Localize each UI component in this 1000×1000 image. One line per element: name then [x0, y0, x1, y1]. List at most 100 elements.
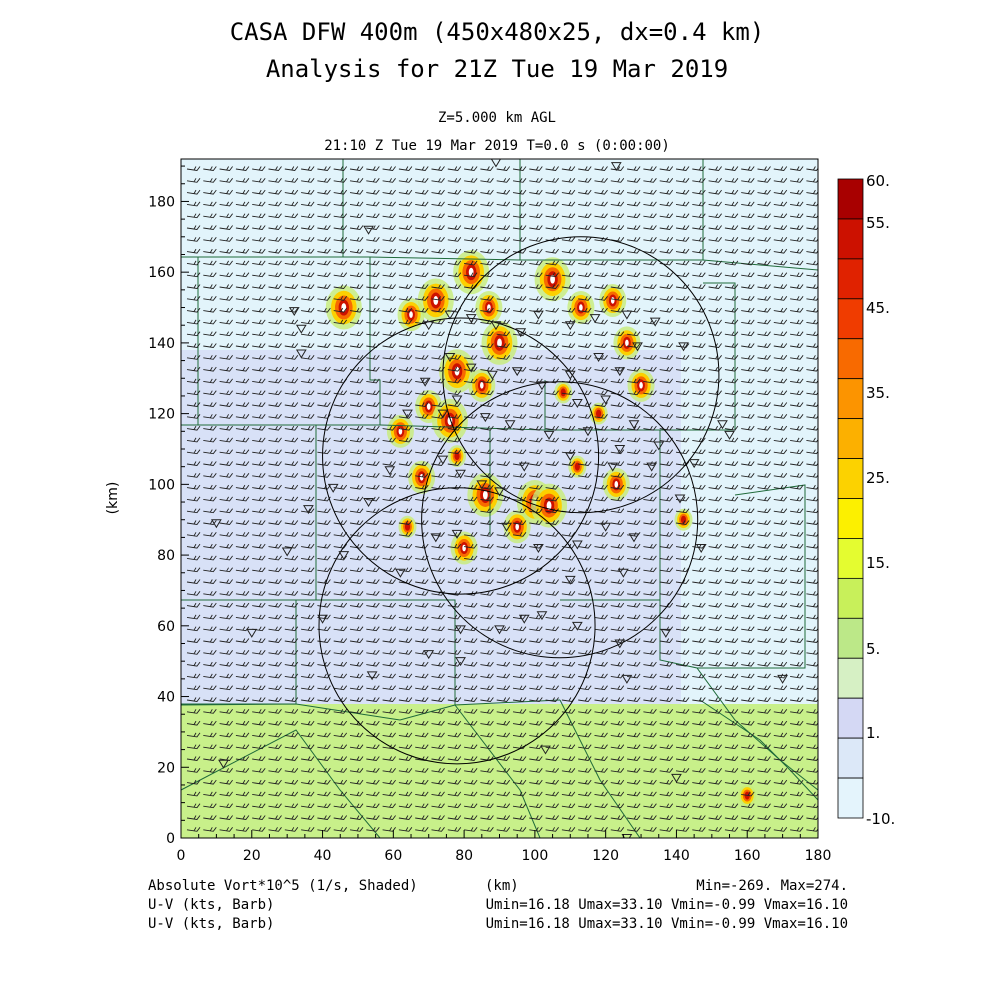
wind-barb-2010 — [529, 768, 543, 773]
wind-barb-1104 — [382, 496, 396, 502]
wind-barb-1641 — [235, 661, 250, 667]
wind-barb-1092 — [186, 496, 201, 502]
wind-barb-1369 — [252, 579, 266, 584]
wind-barb-1970 — [512, 756, 527, 761]
wind-barb-475 — [301, 307, 315, 313]
wind-barb-1577 — [464, 638, 478, 643]
wind-barb-146 — [659, 201, 674, 207]
wind-barb-449 — [512, 296, 527, 301]
wind-barb-2122 — [447, 803, 462, 809]
wind-barb-2023 — [741, 768, 755, 773]
wind-barb-1062 — [333, 484, 348, 490]
wind-barb-365 — [415, 272, 429, 278]
wind-barb-227 — [708, 225, 722, 230]
wind-barb-1121 — [659, 496, 674, 502]
station-marker-16 — [678, 342, 689, 352]
wind-barb-1901 — [659, 732, 674, 738]
wind-barb-524 — [464, 319, 478, 325]
wind-barb-844 — [594, 414, 608, 419]
wind-barb-2060 — [708, 779, 722, 785]
wind-barb-1036 — [545, 473, 559, 478]
wind-barb-1253 — [268, 543, 282, 549]
wind-barb-346 — [741, 260, 755, 266]
wind-barb-147 — [675, 201, 690, 207]
wind-barb-2035 — [301, 779, 315, 785]
wind-barb-97 — [496, 189, 511, 195]
time-label: 21:10 Z Tue 19 Mar 2019 T=0.0 s (0:00:00… — [324, 138, 670, 154]
range-ring-0 — [442, 236, 720, 514]
wind-barb-473 — [268, 307, 282, 313]
wind-barb-749 — [317, 390, 331, 396]
wind-barb-1299 — [382, 555, 396, 561]
wind-barb-610 — [594, 343, 608, 348]
wind-barb-1731 — [431, 685, 445, 691]
wind-barb-2084 — [464, 791, 478, 797]
wind-barb-914 — [464, 437, 478, 443]
wind-barb-1809 — [431, 709, 445, 714]
wind-barb-92 — [415, 189, 429, 195]
wind-barb-62 — [561, 178, 576, 183]
wind-barb-163 — [301, 213, 315, 219]
wind-barb-715 — [398, 378, 413, 384]
wind-barb-2032 — [252, 779, 266, 785]
wind-barb-1906 — [741, 732, 755, 738]
wind-barb-548 — [219, 331, 233, 337]
wind-barb-941 — [268, 449, 282, 455]
wind-barb-1589 — [659, 638, 674, 643]
wind-barb-2114 — [317, 803, 331, 809]
wind-barb-879 — [529, 425, 543, 431]
wind-barb-327 — [431, 260, 445, 266]
wind-barb-1687 — [349, 673, 364, 679]
wind-barb-255 — [529, 237, 543, 242]
wind-barb-1018 — [252, 473, 266, 478]
wind-barb-207 — [382, 225, 396, 230]
wind-barb-1942 — [692, 744, 706, 750]
wind-barb-1021 — [301, 473, 315, 478]
colorbar-swatch-12 — [837, 657, 864, 699]
wind-barb-211 — [447, 225, 462, 230]
wind-barb-2004 — [431, 768, 445, 773]
wind-barb-1659 — [529, 661, 543, 667]
wind-barb-983 — [317, 461, 331, 466]
wind-barb-992 — [464, 461, 478, 466]
wind-barb-720 — [480, 378, 494, 384]
wind-barb-1980 — [675, 756, 690, 761]
wind-barb-884 — [610, 425, 625, 431]
wind-barb-82 — [252, 189, 266, 195]
wind-barb-80 — [219, 189, 233, 195]
wind-barb-462 — [724, 296, 739, 301]
wind-barb-1638 — [186, 661, 201, 667]
wind-barb-1820 — [610, 709, 625, 714]
wind-barb-1086 — [724, 484, 739, 490]
wind-barb-1250 — [219, 543, 233, 549]
wind-barb-20 — [512, 166, 527, 171]
vort-cell-2 — [417, 278, 454, 323]
wind-barb-1158 — [627, 508, 641, 514]
wind-barb-258 — [578, 237, 592, 242]
wind-barb-1484 — [219, 614, 233, 620]
wind-barb-2206 — [545, 827, 559, 832]
wind-barb-1321 — [741, 555, 755, 561]
wind-barb-194 — [806, 213, 818, 219]
wind-barb-2027 — [806, 768, 818, 773]
wind-barb-1588 — [643, 638, 657, 643]
wind-barb-512 — [268, 319, 282, 325]
wind-barb-1682 — [268, 673, 282, 679]
wind-barb-360 — [333, 272, 348, 278]
wind-barb-1853 — [512, 720, 527, 726]
wind-barb-1972 — [545, 756, 559, 761]
wind-barb-275 — [219, 248, 233, 254]
wind-barb-1871 — [806, 720, 818, 726]
wind-barb-2169 — [578, 815, 592, 820]
colorbar-swatch-9 — [837, 538, 864, 579]
station-marker-30 — [479, 413, 491, 423]
wind-barb-141 — [578, 201, 592, 207]
wind-barb-1429 — [594, 591, 608, 596]
wind-barb-418 — [643, 284, 657, 289]
wind-barb-582 — [773, 331, 788, 337]
wind-barb-1351 — [594, 567, 608, 573]
wind-barb-1091 — [806, 484, 818, 490]
wind-barb-564 — [480, 331, 494, 337]
wind-barb-1886 — [415, 732, 429, 738]
wind-barb-1272 — [578, 543, 592, 549]
